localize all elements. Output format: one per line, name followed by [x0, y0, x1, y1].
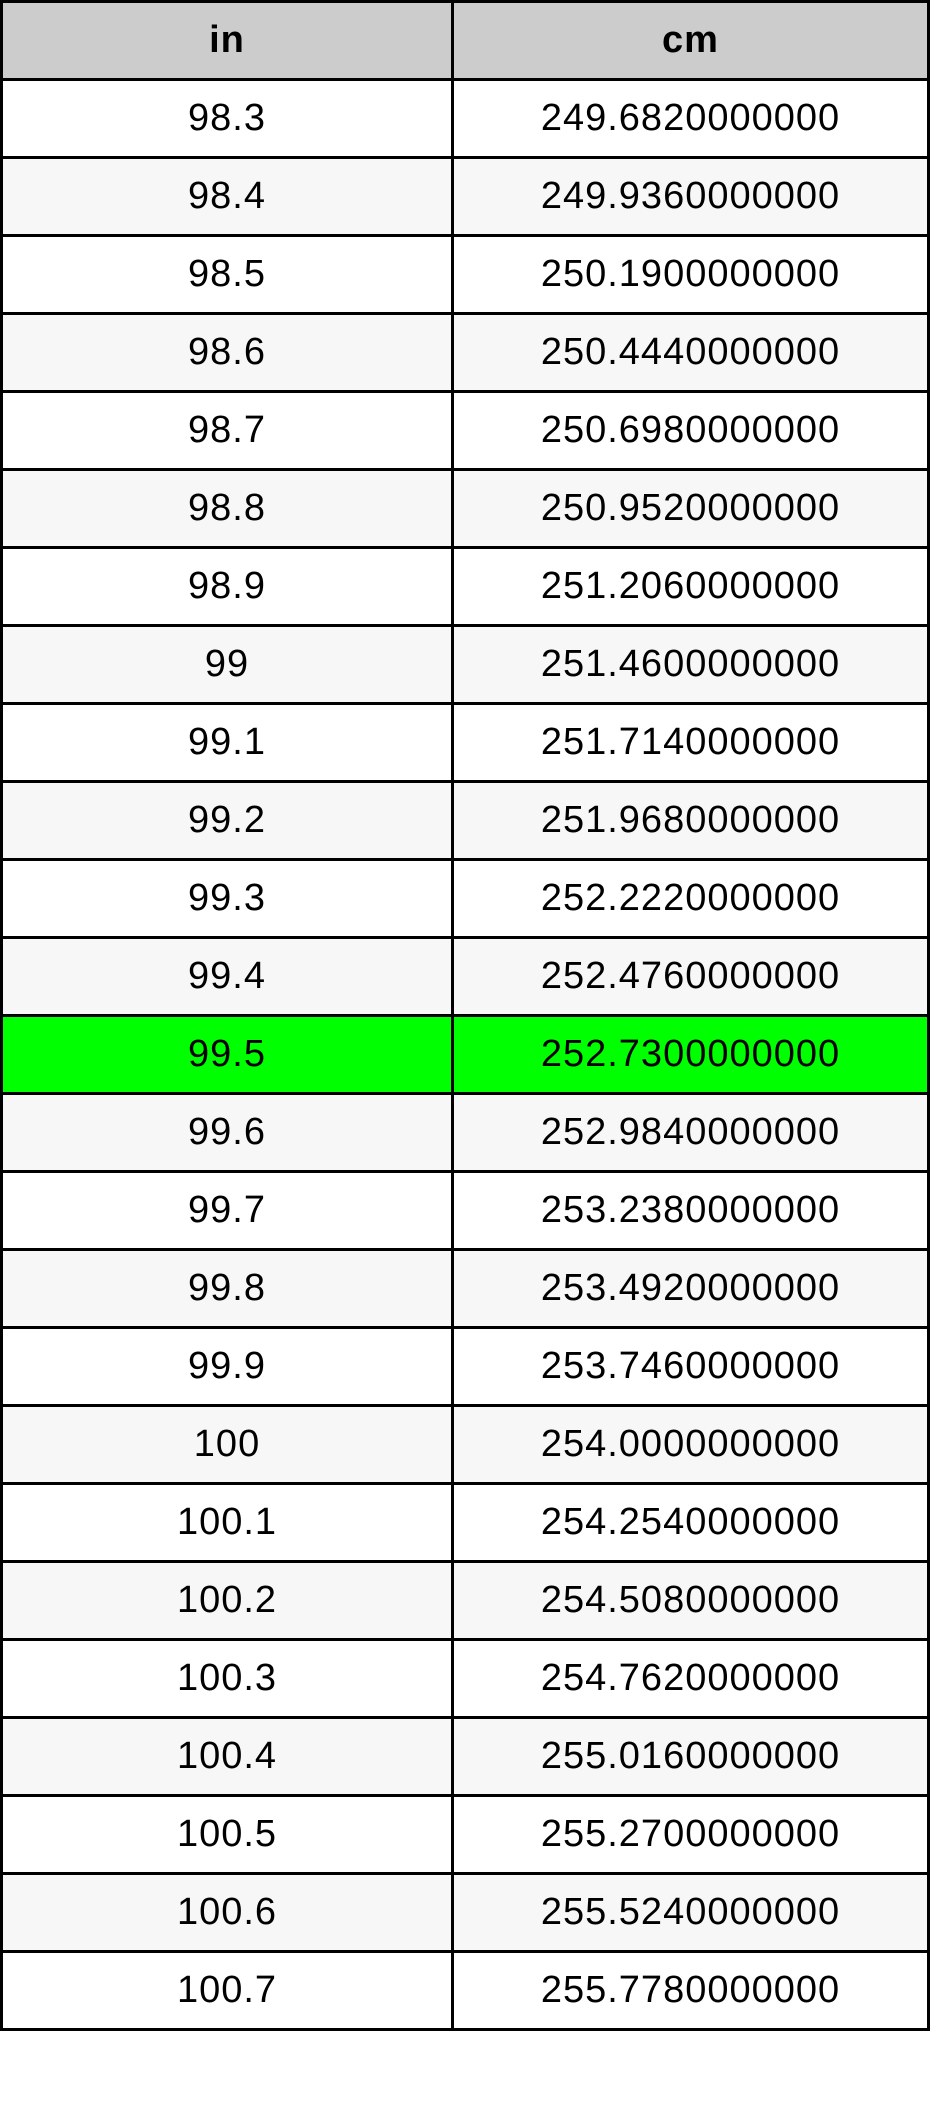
cell-in: 98.6	[0, 312, 454, 393]
cell-cm: 253.7460000000	[451, 1326, 930, 1407]
table-row: 100.5 255.2700000000	[0, 1794, 930, 1875]
cell-in: 100.2	[0, 1560, 454, 1641]
cell-in: 99.4	[0, 936, 454, 1017]
table-row: 100 254.0000000000	[0, 1404, 930, 1485]
cell-cm: 250.6980000000	[451, 390, 930, 471]
table-row: 98.3 249.6820000000	[0, 78, 930, 159]
cell-in: 98.9	[0, 546, 454, 627]
table-row: 99 251.4600000000	[0, 624, 930, 705]
cell-in: 99.6	[0, 1092, 454, 1173]
cell-in: 98.3	[0, 78, 454, 159]
table-row: 98.4 249.9360000000	[0, 156, 930, 237]
table-row: 99.2 251.9680000000	[0, 780, 930, 861]
cell-in: 99.5	[0, 1014, 454, 1095]
table-row: 99.8 253.4920000000	[0, 1248, 930, 1329]
cell-in: 100.4	[0, 1716, 454, 1797]
table-row: 100.6 255.5240000000	[0, 1872, 930, 1953]
cell-cm: 253.4920000000	[451, 1248, 930, 1329]
table-row: 98.9 251.2060000000	[0, 546, 930, 627]
cell-cm: 254.7620000000	[451, 1638, 930, 1719]
cell-cm: 255.2700000000	[451, 1794, 930, 1875]
cell-in: 99.3	[0, 858, 454, 939]
table-row: 99.9 253.7460000000	[0, 1326, 930, 1407]
cell-cm: 255.7780000000	[451, 1950, 930, 2031]
cell-cm: 254.0000000000	[451, 1404, 930, 1485]
cell-cm: 250.9520000000	[451, 468, 930, 549]
table-row: 98.6 250.4440000000	[0, 312, 930, 393]
cell-in: 100.3	[0, 1638, 454, 1719]
cell-in: 99.1	[0, 702, 454, 783]
table-row: 100.3 254.7620000000	[0, 1638, 930, 1719]
cell-cm: 252.4760000000	[451, 936, 930, 1017]
cell-in: 98.8	[0, 468, 454, 549]
cell-cm: 254.2540000000	[451, 1482, 930, 1563]
cell-in: 99.8	[0, 1248, 454, 1329]
cell-in: 100.7	[0, 1950, 454, 2031]
cell-cm: 254.5080000000	[451, 1560, 930, 1641]
cell-cm: 255.0160000000	[451, 1716, 930, 1797]
cell-in: 100.5	[0, 1794, 454, 1875]
cell-in: 99	[0, 624, 454, 705]
cell-in: 99.7	[0, 1170, 454, 1251]
cell-in: 99.2	[0, 780, 454, 861]
cell-in: 98.4	[0, 156, 454, 237]
cell-cm: 252.7300000000	[451, 1014, 930, 1095]
table-row: 99.3 252.2220000000	[0, 858, 930, 939]
cell-cm: 251.2060000000	[451, 546, 930, 627]
cell-cm: 253.2380000000	[451, 1170, 930, 1251]
cell-cm: 252.9840000000	[451, 1092, 930, 1173]
cell-cm: 255.5240000000	[451, 1872, 930, 1953]
table-row: 98.7 250.6980000000	[0, 390, 930, 471]
cell-in: 100.1	[0, 1482, 454, 1563]
table-row: 99.7 253.2380000000	[0, 1170, 930, 1251]
cell-cm: 251.9680000000	[451, 780, 930, 861]
table-row-highlighted: 99.5 252.7300000000	[0, 1014, 930, 1095]
table-row: 100.2 254.5080000000	[0, 1560, 930, 1641]
header-cm: cm	[451, 0, 930, 81]
cell-cm: 250.4440000000	[451, 312, 930, 393]
table-body: 98.3 249.6820000000 98.4 249.9360000000 98.5…	[0, 78, 930, 2031]
cell-cm: 249.9360000000	[451, 156, 930, 237]
cell-in: 100	[0, 1404, 454, 1485]
cell-cm: 250.1900000000	[451, 234, 930, 315]
table-row: 100.7 255.7780000000	[0, 1950, 930, 2031]
cell-in: 100.6	[0, 1872, 454, 1953]
header-row: in cm	[0, 0, 930, 81]
table-row: 99.1 251.7140000000	[0, 702, 930, 783]
table-row: 99.4 252.4760000000	[0, 936, 930, 1017]
cell-in: 99.9	[0, 1326, 454, 1407]
table-row: 100.4 255.0160000000	[0, 1716, 930, 1797]
header-in: in	[0, 0, 454, 81]
cell-cm: 251.7140000000	[451, 702, 930, 783]
table-row: 98.8 250.9520000000	[0, 468, 930, 549]
cell-in: 98.7	[0, 390, 454, 471]
cell-cm: 252.2220000000	[451, 858, 930, 939]
table-row: 98.5 250.1900000000	[0, 234, 930, 315]
conversion-table: in cm 98.3 249.6820000000 98.4 249.93600000…	[0, 0, 930, 2031]
cell-cm: 249.6820000000	[451, 78, 930, 159]
cell-in: 98.5	[0, 234, 454, 315]
cell-cm: 251.4600000000	[451, 624, 930, 705]
table-row: 100.1 254.2540000000	[0, 1482, 930, 1563]
table-row: 99.6 252.9840000000	[0, 1092, 930, 1173]
